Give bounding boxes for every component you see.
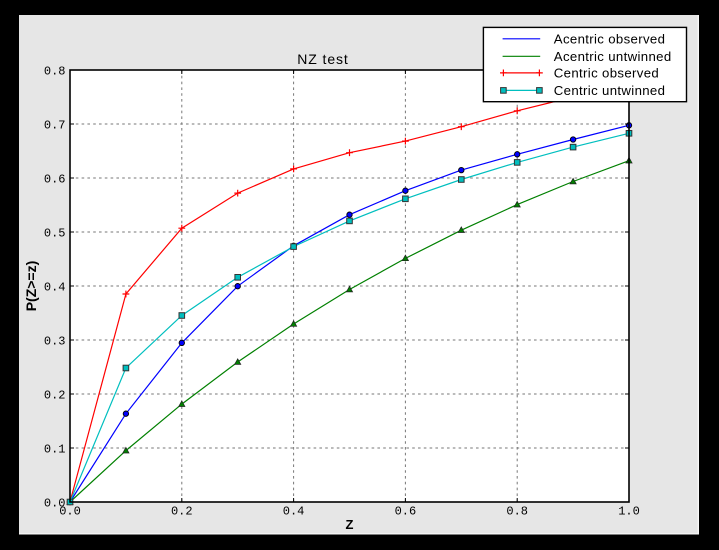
svg-text:Acentric untwinned: Acentric untwinned [554,49,672,64]
svg-text:1.0: 1.0 [618,505,640,519]
svg-text:P(Z>=z): P(Z>=z) [23,261,39,312]
svg-text:0.2: 0.2 [171,505,193,519]
svg-text:0.2: 0.2 [44,388,66,402]
svg-text:Z: Z [346,517,354,532]
svg-text:Acentric observed: Acentric observed [554,32,666,47]
svg-text:0.0: 0.0 [59,505,81,519]
svg-text:0.0: 0.0 [44,496,66,510]
svg-text:0.7: 0.7 [44,118,66,132]
svg-text:NZ test: NZ test [297,51,348,67]
svg-text:0.5: 0.5 [44,226,66,240]
svg-text:0.8: 0.8 [506,505,528,519]
svg-text:0.6: 0.6 [44,172,66,186]
svg-text:0.6: 0.6 [395,505,417,519]
svg-text:Centric observed: Centric observed [554,66,659,81]
svg-text:0.4: 0.4 [44,280,66,294]
svg-text:Centric untwinned: Centric untwinned [554,83,666,98]
svg-text:0.8: 0.8 [44,64,66,78]
svg-text:0.4: 0.4 [283,505,305,519]
svg-text:0.3: 0.3 [44,334,66,348]
svg-text:0.1: 0.1 [44,442,66,456]
